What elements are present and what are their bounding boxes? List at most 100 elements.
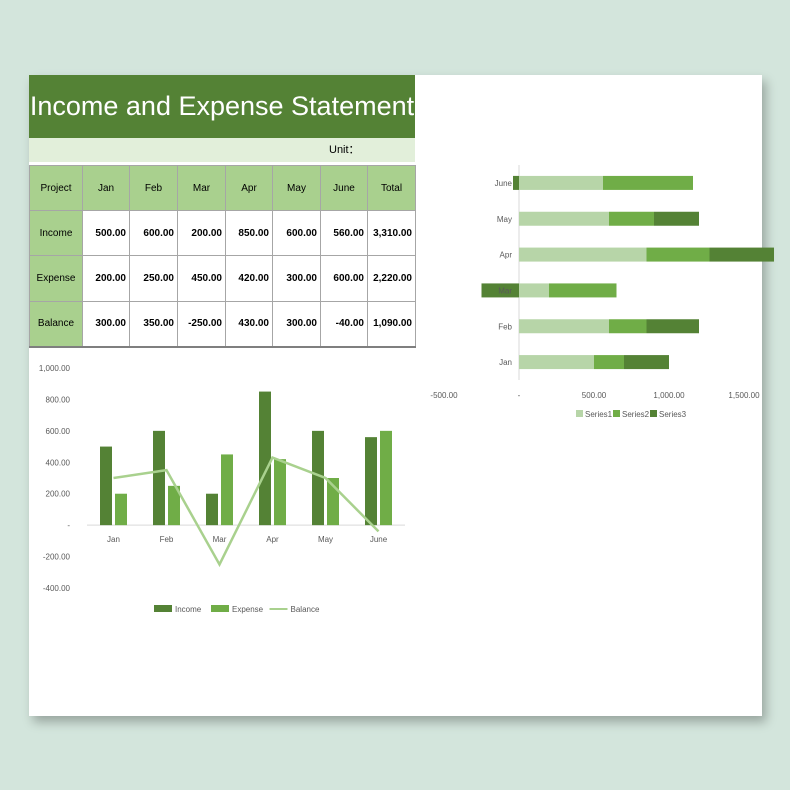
header-cell: June (320, 164, 368, 212)
unit-row: Unit： (29, 138, 415, 162)
table-cell: 300.00 (272, 255, 321, 302)
bar-series2 (594, 355, 624, 370)
header-cell: Total (367, 164, 416, 212)
row-label: Balance (29, 300, 83, 348)
bar-series2 (609, 211, 654, 226)
bar-expense (380, 430, 392, 526)
y-tick-label: 800.00 (46, 395, 71, 404)
bar-expense (115, 493, 127, 526)
bar-series3 (513, 175, 519, 190)
bar-series2 (603, 175, 693, 190)
table-cell: 600.00 (129, 210, 178, 257)
legend-label: Series2 (622, 410, 650, 419)
legend-swatch (613, 410, 620, 417)
table-cell: 250.00 (129, 255, 178, 302)
bar-series1 (519, 355, 594, 370)
table-cell: 500.00 (82, 210, 130, 257)
table-header-row: Project Jan Feb Mar Apr May June Total (29, 164, 416, 212)
y-tick-label: Jan (499, 358, 512, 367)
x-tick-label: Jan (107, 535, 120, 544)
spreadsheet-sheet: Income and Expense Statement Chart Unit：… (29, 75, 774, 716)
x-tick-label: Mar (213, 535, 227, 544)
bar-expense (221, 454, 233, 526)
table-cell: 600.00 (320, 255, 368, 302)
legend-swatch (650, 410, 657, 417)
header-cell: Project (29, 164, 83, 212)
header-cell: May (272, 164, 321, 212)
unit-label: Unit： (329, 144, 360, 156)
bar-series1 (519, 175, 603, 190)
bar-series2 (609, 319, 647, 334)
y-tick-label: Apr (500, 251, 513, 260)
y-tick-label: 600.00 (46, 427, 71, 436)
bar-expense (274, 459, 286, 526)
bar-series2 (549, 283, 617, 298)
table-cell: 420.00 (225, 255, 273, 302)
bar-income (312, 430, 324, 526)
row-label: Income (29, 210, 83, 257)
legend-swatch (576, 410, 583, 417)
bar-expense (168, 485, 180, 526)
legend-label: Expense (232, 605, 264, 614)
bar-income (259, 391, 271, 526)
legend-label: Series1 (585, 410, 613, 419)
table-cell: 430.00 (225, 300, 273, 348)
table-row-expense: Expense 200.00 250.00 450.00 420.00 300.… (29, 255, 416, 302)
x-tick-label: -500.00 (430, 391, 458, 400)
table-cell: 450.00 (177, 255, 226, 302)
legend-label: Series3 (659, 410, 687, 419)
y-tick-label: Mar (498, 286, 512, 295)
table-cell: 850.00 (225, 210, 273, 257)
table-row-income: Income 500.00 600.00 200.00 850.00 600.0… (29, 210, 416, 257)
legend-label: Balance (291, 605, 320, 614)
table-cell: 560.00 (320, 210, 368, 257)
bar-income (365, 437, 377, 526)
x-tick-label: 1,000.00 (653, 391, 685, 400)
table-cell: 200.00 (177, 210, 226, 257)
x-tick-label: May (318, 535, 333, 544)
bar-series3 (481, 283, 519, 298)
table-cell: 3,310.00 (367, 210, 416, 257)
bar-series3 (624, 355, 669, 370)
y-tick-label: -400.00 (43, 584, 71, 593)
income-expense-combo-chart: -400.00-200.00-200.00400.00600.00800.001… (39, 364, 405, 614)
x-tick-label: Feb (160, 535, 174, 544)
bar-income (100, 446, 112, 526)
y-tick-label: 200.00 (46, 490, 71, 499)
table-cell: 300.00 (272, 300, 321, 348)
y-tick-label: -200.00 (43, 553, 71, 562)
x-tick-label: - (518, 391, 521, 400)
table-row-balance: Balance 300.00 350.00 -250.00 430.00 300… (29, 300, 416, 348)
y-tick-label: May (497, 215, 512, 224)
table-cell: 600.00 (272, 210, 321, 257)
chart-title: Income and Expense Statement Chart (29, 75, 415, 184)
x-tick-label: June (370, 535, 388, 544)
table-cell: 350.00 (129, 300, 178, 348)
y-tick-label: 1,000.00 (39, 364, 71, 373)
header-cell: Mar (177, 164, 226, 212)
y-tick-label: 400.00 (46, 458, 71, 467)
y-tick-label: June (495, 179, 513, 188)
y-tick-label: Feb (498, 322, 512, 331)
statement-table: Project Jan Feb Mar Apr May June Total I… (29, 164, 416, 348)
bar-series1 (519, 247, 647, 262)
table-cell: 2,220.00 (367, 255, 416, 302)
table-cell: 300.00 (82, 300, 130, 348)
x-tick-label: Apr (266, 535, 279, 544)
table-cell: -40.00 (320, 300, 368, 348)
bar-income (153, 430, 165, 526)
x-tick-label: 500.00 (582, 391, 607, 400)
x-tick-label: 1,500.00 (728, 391, 760, 400)
row-label: Expense (29, 255, 83, 302)
header-cell: Feb (129, 164, 178, 212)
legend-swatch (154, 605, 172, 612)
bar-series3 (709, 247, 774, 262)
y-tick-label: - (67, 521, 70, 530)
table-cell: -250.00 (177, 300, 226, 348)
header-cell: Jan (82, 164, 130, 212)
bar-series1 (519, 319, 609, 334)
legend-swatch (211, 605, 229, 612)
bar-series3 (654, 211, 699, 226)
bar-income (206, 493, 218, 526)
